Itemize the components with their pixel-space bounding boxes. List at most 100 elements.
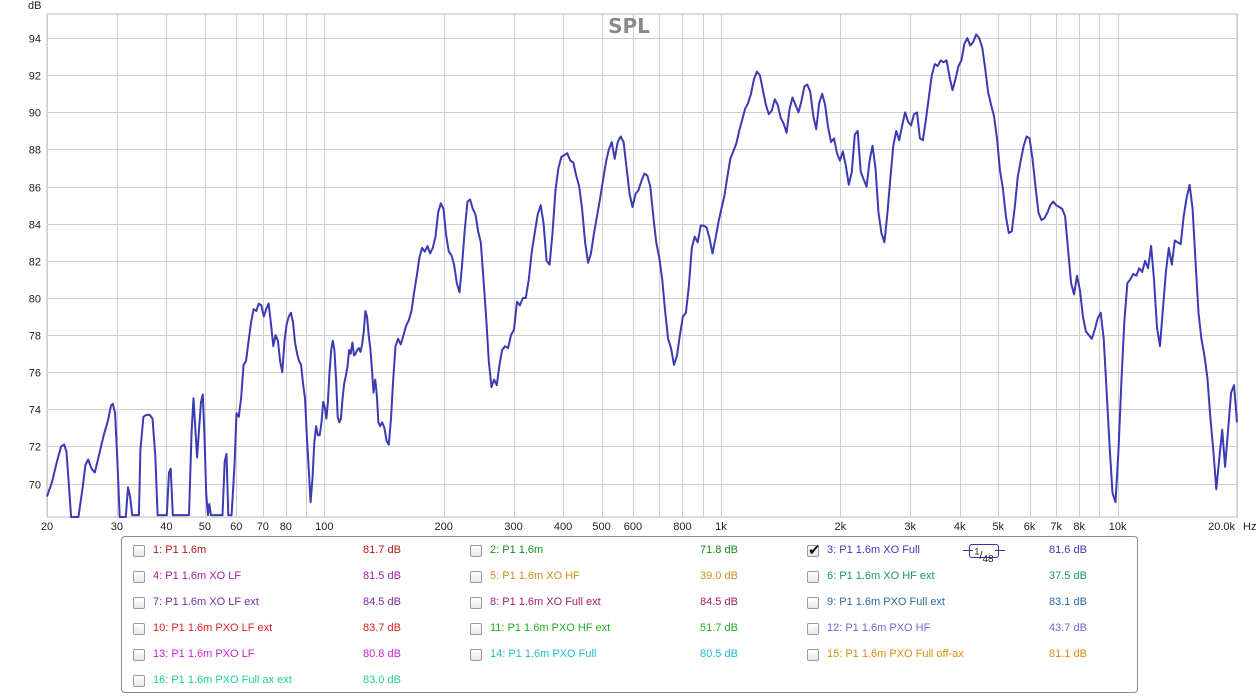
legend-value: 84.5 dB: [700, 596, 738, 608]
checkmark-icon: ✔: [808, 541, 821, 559]
legend-item[interactable]: 10: P1 1.6m PXO LF ext 83.7 dB: [133, 620, 453, 640]
legend-value: 71.8 dB: [700, 544, 738, 556]
legend-item[interactable]: 9: P1 1.6m PXO Full ext 83.1 dB: [807, 594, 1127, 614]
spl-chart: 70 72 74 76 78 80 82 84 86 88 90 92 94 20 30 40 50 60 70 8…: [28, 0, 1256, 533]
y-tick-label: 90: [29, 108, 41, 120]
legend-item[interactable]: 11: P1 1.6m PXO HF ext 51.7 dB: [470, 620, 790, 640]
legend-checkbox[interactable]: [807, 571, 819, 583]
legend-label: 12: P1 1.6m PXO HF: [827, 622, 931, 634]
legend-checkbox[interactable]: [470, 597, 482, 609]
legend-item[interactable]: 15: P1 1.6m PXO Full off-ax 81.1 dB: [807, 646, 1127, 666]
legend-item[interactable]: 5: P1 1.6m XO HF 39.0 dB: [470, 568, 790, 588]
x-tick-label: 100: [315, 521, 333, 533]
x-tick-label: 20: [41, 521, 53, 533]
legend-label: 13: P1 1.6m PXO LF: [153, 648, 255, 660]
legend-value: 81.1 dB: [1049, 648, 1087, 660]
legend-value: 39.0 dB: [700, 570, 738, 582]
x-tick-label: 20.0k: [1208, 521, 1235, 533]
legend-value: 83.7 dB: [363, 622, 401, 634]
legend-label: 8: P1 1.6m XO Full ext: [490, 596, 601, 608]
legend-value: 43.7 dB: [1049, 622, 1087, 634]
legend-item[interactable]: ✔ 3: P1 1.6m XO Full 81.6 dB: [807, 541, 1127, 562]
y-tick-label: 78: [29, 331, 41, 343]
x-tick-label: 6k: [1024, 521, 1036, 533]
legend-label: 4: P1 1.6m XO LF: [153, 570, 242, 582]
legend-value: 83.0 dB: [363, 674, 401, 686]
legend-item[interactable]: 13: P1 1.6m PXO LF 80.8 dB: [133, 646, 453, 666]
legend-checkbox[interactable]: ✔: [807, 541, 821, 559]
plot-area: [46, 13, 1238, 518]
x-tick-label: 30: [111, 521, 123, 533]
legend-value: 81.5 dB: [363, 570, 401, 582]
legend-item[interactable]: 8: P1 1.6m XO Full ext 84.5 dB: [470, 594, 790, 614]
legend-checkbox[interactable]: [133, 675, 145, 687]
legend-label: 10: P1 1.6m PXO LF ext: [153, 622, 273, 634]
x-tick-label: 500: [592, 521, 610, 533]
x-axis-unit: Hz: [1243, 521, 1256, 533]
smoothing-selector[interactable]: 1/48: [963, 544, 1005, 565]
legend-checkbox[interactable]: [133, 571, 145, 583]
legend-checkbox[interactable]: [807, 597, 819, 609]
legend-label: 5: P1 1.6m XO HF: [490, 570, 580, 582]
legend-value: 37.5 dB: [1049, 570, 1087, 582]
x-tick-label: 2k: [835, 521, 847, 533]
grid: [47, 14, 1238, 517]
legend-label: 2: P1 1.6m: [490, 544, 544, 556]
legend-item[interactable]: 7: P1 1.6m XO LF ext 84.5 dB: [133, 594, 453, 614]
y-tick-label: 88: [29, 145, 41, 157]
legend-label: 11: P1 1.6m PXO HF ext: [490, 622, 611, 634]
legend-label: 9: P1 1.6m PXO Full ext: [827, 596, 945, 608]
y-tick-label: 80: [29, 294, 41, 306]
legend-label: 7: P1 1.6m XO LF ext: [153, 596, 259, 608]
legend-item[interactable]: 6: P1 1.6m XO HF ext 37.5 dB: [807, 568, 1127, 588]
legend-label: 15: P1 1.6m PXO Full off-ax: [827, 648, 964, 660]
legend-checkbox[interactable]: [807, 623, 819, 635]
y-tick-labels: 70 72 74 76 78 80 82 84 86 88 90 92 94: [29, 34, 41, 492]
chart-title: SPL: [608, 14, 650, 38]
y-tick-label: 86: [29, 183, 41, 195]
legend-checkbox[interactable]: [470, 623, 482, 635]
legend-value: 51.7 dB: [700, 622, 738, 634]
legend-panel: 1/48 1: P1 1.6m 81.7 dB 2: P1 1.6m 71.8 dB ✔…: [121, 536, 1138, 693]
legend-value: 84.5 dB: [363, 596, 401, 608]
x-tick-label: 4k: [954, 521, 966, 533]
x-tick-label: 70: [257, 521, 269, 533]
y-tick-label: 84: [29, 220, 41, 232]
legend-checkbox[interactable]: [133, 623, 145, 635]
series-line-xo-full: [46, 33, 1238, 518]
x-tick-label: 200: [434, 521, 452, 533]
x-tick-label: 5k: [992, 521, 1004, 533]
legend-checkbox[interactable]: [470, 545, 482, 557]
legend-checkbox[interactable]: [470, 571, 482, 583]
x-tick-label: 10k: [1109, 521, 1127, 533]
legend-label: 6: P1 1.6m XO HF ext: [827, 570, 935, 582]
legend-label: 1: P1 1.6m: [153, 544, 207, 556]
y-tick-label: 74: [29, 405, 41, 417]
legend-item[interactable]: 2: P1 1.6m 71.8 dB: [470, 542, 790, 562]
x-tick-label: 600: [624, 521, 642, 533]
legend-checkbox[interactable]: [807, 649, 819, 661]
legend-label: 16: P1 1.6m PXO Full ax ext: [153, 674, 292, 686]
legend-item[interactable]: 14: P1 1.6m PXO Full 80.5 dB: [470, 646, 790, 666]
legend-item[interactable]: 4: P1 1.6m XO LF 81.5 dB: [133, 568, 453, 588]
y-tick-label: 82: [29, 257, 41, 269]
legend-value: 81.6 dB: [1049, 544, 1087, 556]
y-tick-label: 76: [29, 368, 41, 380]
legend-checkbox[interactable]: [470, 649, 482, 661]
y-axis-label: dB: [28, 0, 41, 12]
legend-item[interactable]: 1: P1 1.6m 81.7 dB: [133, 542, 453, 562]
legend-value: 83.1 dB: [1049, 596, 1087, 608]
legend-checkbox[interactable]: [133, 649, 145, 661]
x-tick-label: 400: [554, 521, 572, 533]
legend-checkbox[interactable]: [133, 597, 145, 609]
legend-value: 81.7 dB: [363, 544, 401, 556]
y-tick-label: 70: [29, 480, 41, 492]
legend-label: 14: P1 1.6m PXO Full: [490, 648, 597, 660]
x-tick-label: 80: [280, 521, 292, 533]
x-tick-label: 300: [504, 521, 522, 533]
legend-item[interactable]: 16: P1 1.6m PXO Full ax ext 83.0 dB: [133, 672, 453, 692]
x-tick-labels: 20 30 40 50 60 70 80 100 200 300 400 500 600 800 1k 2k 3…: [41, 521, 1236, 533]
legend-item[interactable]: 12: P1 1.6m PXO HF 43.7 dB: [807, 620, 1127, 640]
x-tick-label: 800: [673, 521, 691, 533]
legend-checkbox[interactable]: [133, 545, 145, 557]
